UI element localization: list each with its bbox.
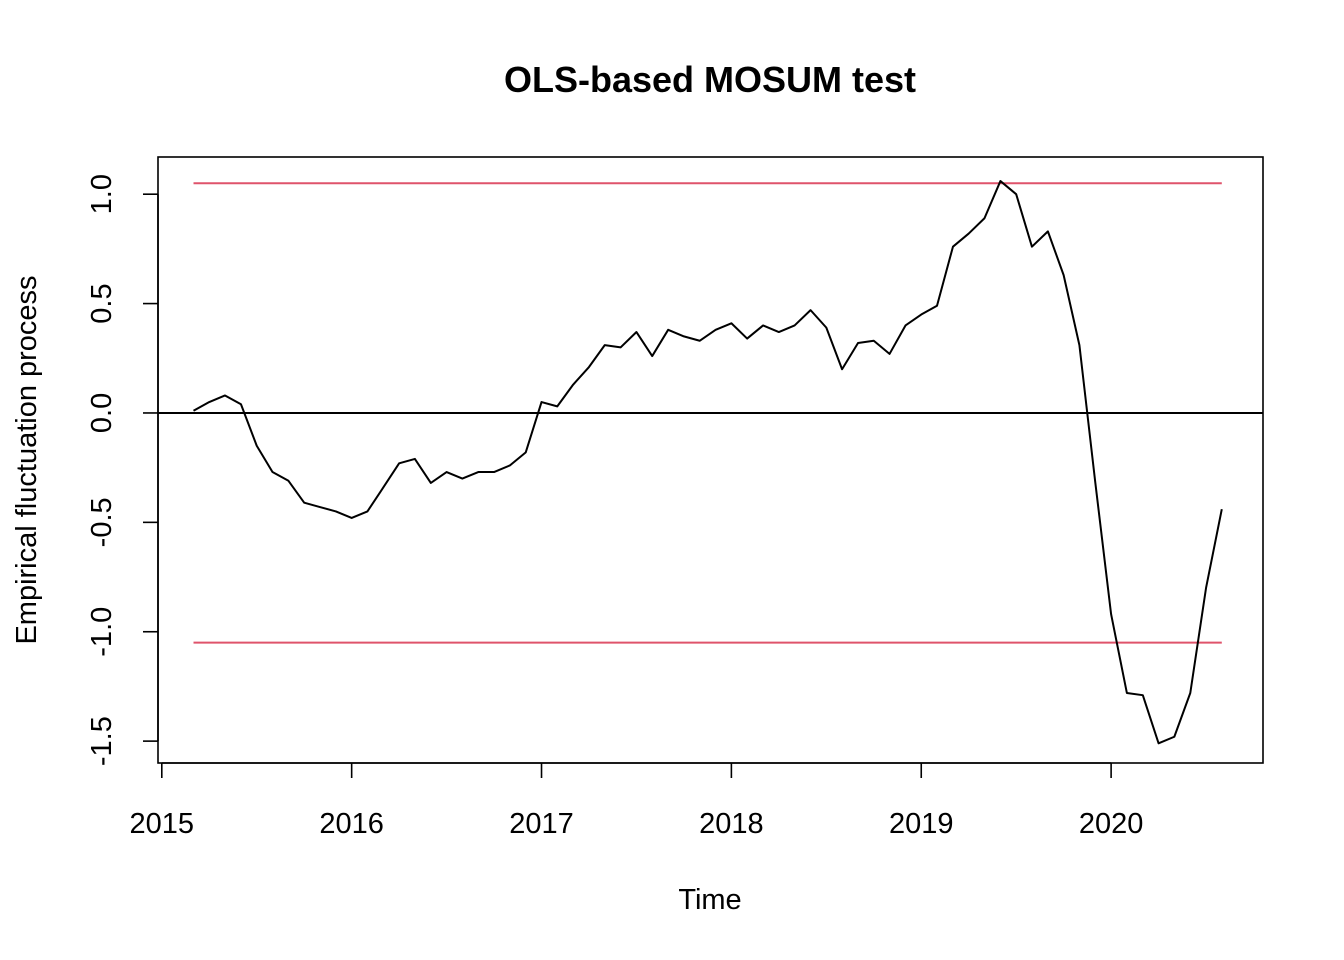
y-tick-label: 0.5 [86,283,118,323]
y-axis: -1.5 -1.0 -0.5 0.0 0.5 1.0 [86,174,159,766]
x-axis-label: Time [678,884,741,916]
y-tick-label: 0.0 [86,393,118,433]
y-tick-label: 1.0 [86,174,118,214]
plot-frame [157,156,1264,764]
chart-title: OLS-based MOSUM test [504,59,916,100]
x-tick-label: 2017 [509,808,574,840]
fluctuation-process-line [193,180,1223,745]
y-axis-label: Empirical fluctuation process [11,275,43,644]
x-tick-label: 2016 [319,808,384,840]
x-tick-label: 2015 [130,808,195,840]
x-tick-label: 2020 [1079,808,1144,840]
x-tick-label: 2018 [699,808,764,840]
y-tick-label: -1.5 [86,716,118,766]
x-axis: 2015 2016 2017 2018 2019 2020 [130,762,1144,840]
x-tick-label: 2019 [889,808,954,840]
y-tick-label: -0.5 [86,497,118,547]
plot-area [158,180,1263,745]
y-tick-label: -1.0 [86,607,118,657]
